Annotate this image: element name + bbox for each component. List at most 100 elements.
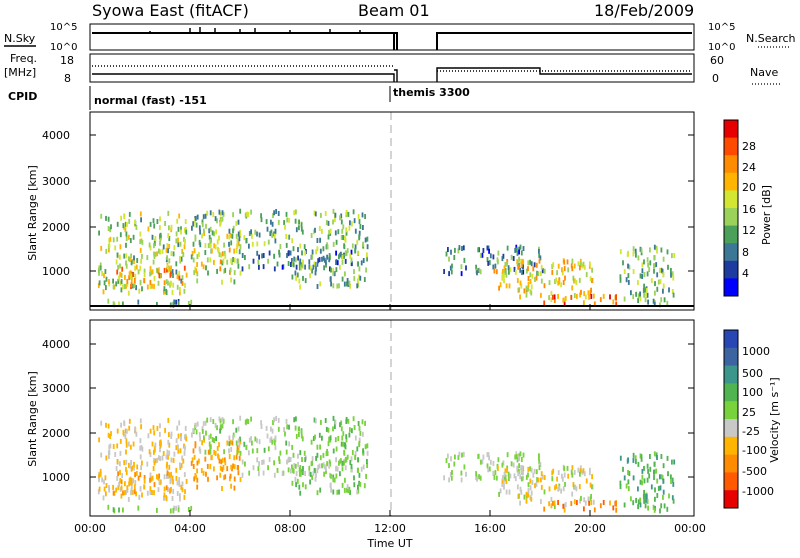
power-cell <box>564 275 566 281</box>
power-cell <box>514 269 517 275</box>
velocity-cell <box>460 477 463 483</box>
velocity-cell <box>517 471 520 477</box>
power-cell <box>300 262 303 268</box>
velocity-cell <box>112 490 115 496</box>
velocity-cell <box>288 424 290 430</box>
velocity-cell <box>200 468 203 474</box>
velocity-cell <box>661 475 664 481</box>
velocity-cell <box>135 471 138 476</box>
power-cell <box>149 245 152 251</box>
power-cell <box>554 279 556 284</box>
power-cell <box>163 286 166 292</box>
velocity-cell <box>267 446 270 452</box>
power-cell <box>237 241 240 247</box>
power-cell <box>126 222 128 227</box>
velocity-cell <box>334 437 337 443</box>
velocity-cell <box>212 419 215 424</box>
power-cell <box>361 212 364 218</box>
power-cell <box>302 259 304 265</box>
power-cell <box>291 238 294 244</box>
velocity-cell <box>521 465 524 471</box>
power-cell <box>627 279 630 285</box>
velocity-cell <box>176 425 179 431</box>
velocity-cell <box>643 498 645 504</box>
power-cell <box>353 218 356 224</box>
velocity-cell <box>523 494 526 500</box>
power-cell <box>209 210 212 216</box>
power-cell <box>185 272 188 278</box>
velocity-cell <box>108 449 111 455</box>
velocity-cell <box>232 463 234 469</box>
power-cell <box>530 261 533 267</box>
power-cell <box>344 271 346 277</box>
velocity-cell <box>209 463 212 469</box>
power-cell <box>273 210 275 216</box>
xtick-2400: 00:00 <box>674 522 706 535</box>
power-cell <box>558 279 560 285</box>
velocity-cell <box>529 466 531 472</box>
power-cell <box>590 287 592 293</box>
velocity-cell <box>229 473 232 479</box>
velocity-cell <box>266 433 269 439</box>
power-cell <box>209 257 212 263</box>
velocity-cell <box>533 468 536 474</box>
velocity-cell <box>138 494 141 500</box>
power-cell <box>588 294 590 300</box>
power-cell <box>119 232 122 238</box>
velocity-cell <box>231 440 234 446</box>
velocity-cell <box>327 427 330 433</box>
velocity-cell <box>497 465 499 471</box>
velocity-cell <box>641 480 644 486</box>
power-cell <box>181 275 184 281</box>
velocity-cell <box>667 471 669 477</box>
velocity-cell <box>503 479 505 485</box>
velocity-cell <box>151 475 154 481</box>
power-cell <box>329 276 332 282</box>
velocity-cell <box>509 473 512 479</box>
velocity-cell <box>627 470 629 475</box>
velocity-cell <box>584 500 587 506</box>
power-cell <box>169 272 172 278</box>
power-cell <box>122 301 124 307</box>
power-cell <box>251 241 254 247</box>
power-cell <box>125 263 128 269</box>
freq-trace <box>92 67 692 82</box>
power-cell <box>184 239 186 244</box>
velocity-cell <box>159 439 162 445</box>
velocity-cell <box>256 457 259 463</box>
velocity-cell <box>278 459 281 464</box>
velocity-cell <box>362 448 364 454</box>
power-cell <box>171 289 174 295</box>
velocity-cell <box>141 492 143 498</box>
power-cell <box>316 246 319 252</box>
velocity-cells <box>97 415 676 514</box>
velocity-cell <box>285 418 288 424</box>
velocity-cell <box>552 500 554 506</box>
power-cell <box>527 281 530 287</box>
velocity-cell <box>179 448 182 454</box>
power-cell <box>357 250 359 256</box>
velocity-tick-500: 500 <box>742 367 763 380</box>
velocity-cell <box>653 469 656 475</box>
velocity-cell <box>173 505 176 511</box>
power-cell <box>655 262 658 268</box>
power-cell <box>244 255 246 260</box>
velocity-cell <box>463 464 466 470</box>
velocity-cell <box>516 457 519 463</box>
velocity-cell <box>567 473 570 479</box>
velocity-ytick-1000: 1000 <box>42 471 70 484</box>
velocity-cell <box>230 447 233 452</box>
velocity-cell <box>116 459 119 464</box>
power-cell <box>125 260 127 266</box>
power-cell <box>529 279 532 284</box>
velocity-cell <box>146 461 149 467</box>
velocity-cell <box>364 444 367 450</box>
power-cell <box>635 291 637 297</box>
power-cell <box>632 269 635 274</box>
power-cell <box>543 283 546 289</box>
velocity-cell <box>309 471 312 477</box>
power-cell <box>233 257 236 263</box>
velocity-cell <box>322 452 325 458</box>
power-cell <box>288 234 291 240</box>
velocity-cell <box>311 474 313 480</box>
